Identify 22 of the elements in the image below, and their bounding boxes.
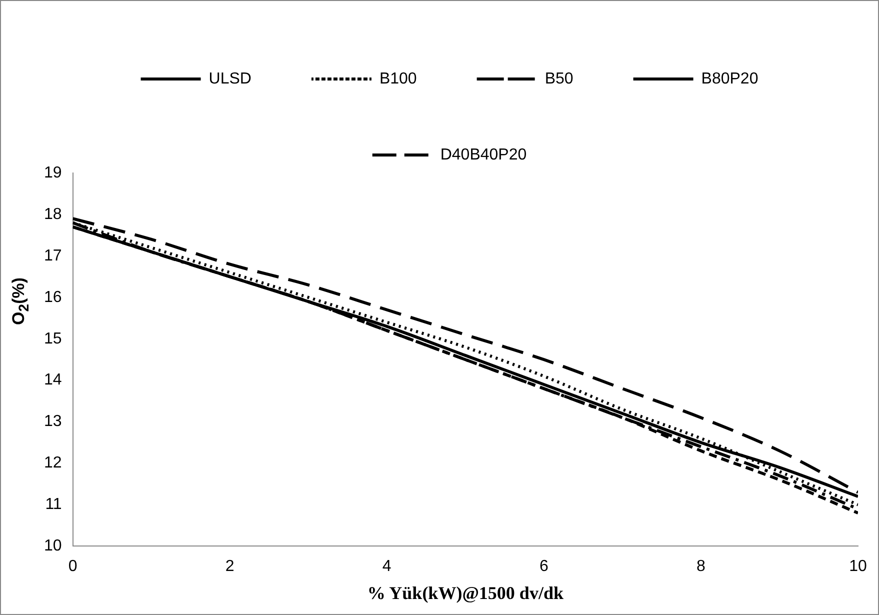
y-tick-label: 17 (44, 247, 62, 264)
y-tick-label: 11 (45, 496, 62, 514)
y-tick-label: 15 (44, 330, 62, 348)
x-tick-label: 2 (225, 558, 234, 576)
x-axis-title: % Yük(kW)@1500 dv/dk (367, 582, 564, 603)
x-tick-label: 4 (382, 558, 392, 576)
legend-label: B50 (544, 70, 574, 88)
y-tick-label: 10 (44, 538, 62, 555)
y-tick-label: 14 (44, 372, 62, 389)
x-tick-label: 8 (696, 558, 706, 576)
y-tick-label: 18 (44, 206, 62, 223)
legend-label: D40B40P20 (440, 146, 527, 164)
x-tick-label: 10 (849, 558, 867, 576)
legend-label: ULSD (208, 70, 252, 88)
legend-label: B80P20 (701, 70, 758, 88)
x-tick-label: 6 (539, 558, 548, 576)
y-tick-label: 19 (44, 164, 62, 182)
y-tick-label: 13 (44, 413, 62, 430)
y-tick-label: 12 (44, 454, 62, 472)
legend-label: B100 (379, 70, 417, 88)
y-tick-label: 16 (44, 288, 62, 306)
x-tick-label: 0 (68, 558, 78, 576)
